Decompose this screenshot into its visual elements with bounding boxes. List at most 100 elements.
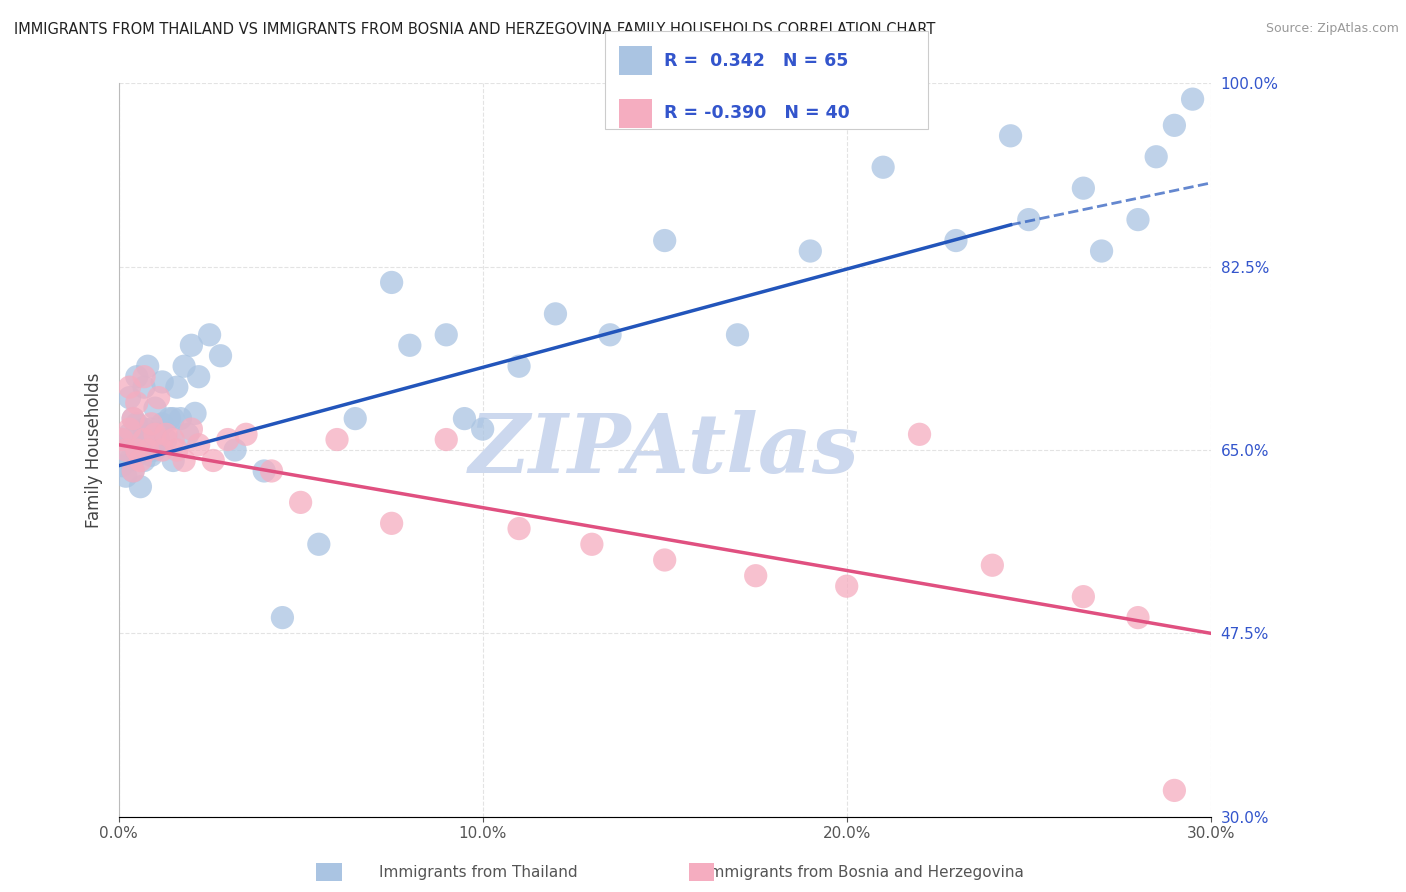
Point	[599, 327, 621, 342]
Point	[115, 443, 138, 458]
Text: R =  0.342   N = 65: R = 0.342 N = 65	[664, 52, 848, 70]
Point	[136, 443, 159, 458]
Point	[118, 391, 141, 405]
Point	[143, 401, 166, 416]
Point	[143, 443, 166, 458]
Point	[162, 411, 184, 425]
Point	[166, 443, 188, 458]
Point	[143, 427, 166, 442]
Point	[209, 349, 232, 363]
Point	[132, 453, 155, 467]
Point	[224, 443, 246, 458]
Text: Immigrants from Bosnia and Herzegovina: Immigrants from Bosnia and Herzegovina	[706, 865, 1024, 880]
Point	[1018, 212, 1040, 227]
Point	[125, 417, 148, 431]
Point	[727, 327, 749, 342]
Point	[1000, 128, 1022, 143]
Text: Immigrants from Thailand: Immigrants from Thailand	[378, 865, 578, 880]
Point	[125, 369, 148, 384]
Point	[1144, 150, 1167, 164]
Point	[308, 537, 330, 551]
Point	[132, 433, 155, 447]
Point	[398, 338, 420, 352]
Point	[125, 443, 148, 458]
Point	[471, 422, 494, 436]
Point	[162, 433, 184, 447]
Point	[118, 427, 141, 442]
Point	[125, 396, 148, 410]
Point	[159, 411, 181, 425]
Point	[654, 553, 676, 567]
Point	[125, 448, 148, 462]
Point	[508, 359, 530, 374]
Point	[166, 380, 188, 394]
Point	[799, 244, 821, 258]
Point	[148, 391, 170, 405]
Point	[981, 558, 1004, 573]
Point	[118, 380, 141, 394]
Point	[129, 453, 152, 467]
Point	[184, 406, 207, 420]
Point	[326, 433, 349, 447]
Point	[150, 443, 173, 458]
Point	[508, 522, 530, 536]
Point	[344, 411, 367, 425]
Point	[198, 327, 221, 342]
Point	[872, 160, 894, 174]
Point	[122, 411, 145, 425]
Point	[122, 411, 145, 425]
Point	[187, 438, 209, 452]
Point	[1126, 610, 1149, 624]
Point	[654, 234, 676, 248]
Point	[122, 464, 145, 478]
Text: Source: ZipAtlas.com: Source: ZipAtlas.com	[1265, 22, 1399, 36]
Point	[235, 427, 257, 442]
Point	[1163, 119, 1185, 133]
Point	[111, 433, 134, 447]
Point	[155, 427, 177, 442]
Point	[180, 338, 202, 352]
Point	[434, 433, 457, 447]
Point	[290, 495, 312, 509]
Text: ZIPAtlas: ZIPAtlas	[470, 410, 860, 490]
Point	[187, 369, 209, 384]
Point	[1073, 181, 1095, 195]
Point	[141, 422, 163, 436]
Point	[148, 433, 170, 447]
Point	[132, 369, 155, 384]
Point	[129, 438, 152, 452]
Point	[141, 448, 163, 462]
Point	[173, 359, 195, 374]
Point	[260, 464, 283, 478]
Point	[115, 469, 138, 483]
Point	[434, 327, 457, 342]
Point	[115, 443, 138, 458]
Point	[118, 453, 141, 467]
Point	[835, 579, 858, 593]
Point	[177, 427, 200, 442]
Point	[544, 307, 567, 321]
Point	[217, 433, 239, 447]
Point	[202, 453, 225, 467]
Point	[141, 417, 163, 431]
Point	[1073, 590, 1095, 604]
Point	[169, 411, 191, 425]
Point	[908, 427, 931, 442]
Point	[453, 411, 475, 425]
Point	[1163, 783, 1185, 797]
Point	[744, 568, 766, 582]
Point	[111, 458, 134, 473]
Point	[162, 453, 184, 467]
Point	[132, 422, 155, 436]
Point	[155, 433, 177, 447]
Point	[180, 422, 202, 436]
Y-axis label: Family Households: Family Households	[86, 372, 103, 528]
Point	[136, 359, 159, 374]
Point	[581, 537, 603, 551]
Point	[136, 433, 159, 447]
Point	[173, 453, 195, 467]
Point	[1126, 212, 1149, 227]
Point	[253, 464, 276, 478]
Point	[150, 375, 173, 389]
Point	[132, 380, 155, 394]
